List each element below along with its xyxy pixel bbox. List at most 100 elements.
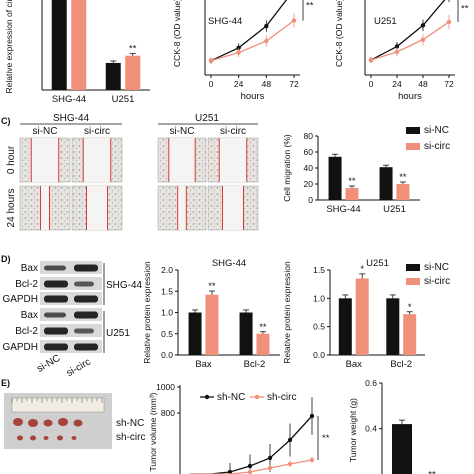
expr-significance-label: ** bbox=[129, 44, 137, 55]
xeno-tumor bbox=[43, 419, 53, 427]
cck_u251-series-line bbox=[370, 21, 450, 61]
prot-legend-swatch bbox=[406, 264, 420, 271]
migration-y-tick-label: 40 bbox=[304, 163, 314, 173]
wb-row-label-bax-2: Bax bbox=[21, 310, 38, 321]
xeno-tumor bbox=[13, 418, 23, 426]
migration-legend-swatch bbox=[406, 127, 420, 134]
cck_u251-x-tick-label: 24 bbox=[392, 79, 402, 89]
migration-legend-swatch bbox=[406, 143, 420, 150]
prot_shg-y-tick-label: 0.5 bbox=[161, 329, 173, 339]
cck_shg-x-tick-label: 72 bbox=[289, 79, 299, 89]
cck_u251-title: U251 bbox=[374, 16, 397, 27]
migration-legend-label: si-circ bbox=[424, 141, 450, 152]
cck_shg-x-tick-label: 24 bbox=[234, 79, 244, 89]
tumor-vol-data-point bbox=[287, 461, 293, 467]
cck_u251-data-point bbox=[368, 57, 374, 63]
wound-gap bbox=[219, 138, 247, 182]
expr-category-label: SHG-44 bbox=[52, 94, 86, 105]
cck_shg-data-point bbox=[236, 45, 241, 50]
wb-band bbox=[44, 280, 68, 288]
cck_shg-x-axis-label: hours bbox=[241, 91, 265, 102]
prot_shg-category-label: Bax bbox=[195, 359, 212, 370]
cck_shg-data-point bbox=[236, 50, 241, 55]
xeno-tumor bbox=[17, 435, 23, 441]
cck_u251-series-line bbox=[370, 0, 446, 61]
cck_shg-data-point bbox=[291, 18, 297, 23]
migration-bar bbox=[328, 156, 342, 200]
prot-legend-label: si-circ bbox=[424, 276, 450, 287]
cck_u251-x-tick-label: 0 bbox=[369, 79, 374, 89]
xeno-ruler bbox=[11, 397, 105, 413]
cck_u251-data-point bbox=[420, 37, 426, 42]
tumor-vol-data-point bbox=[309, 457, 315, 463]
migration-y-tick-label: 80 bbox=[304, 131, 314, 141]
prot_shg-bar bbox=[205, 294, 219, 355]
wound-gap bbox=[83, 138, 111, 182]
wound-lane-label-nc-1: si-NC bbox=[33, 126, 58, 137]
xeno-row-label-sh-circ: sh-circ bbox=[116, 432, 145, 443]
prot_shg-y-axis-label: Relative protein expression bbox=[142, 261, 152, 364]
prot_shg-bar bbox=[239, 312, 253, 355]
xeno-tumor bbox=[58, 418, 68, 426]
panel-e-label: E) bbox=[1, 378, 10, 388]
xeno-tumor bbox=[73, 419, 83, 427]
prot_u251-y-axis-label: Relative protein expression bbox=[282, 261, 292, 364]
migration-category-label: SHG-44 bbox=[326, 204, 360, 215]
migration-bar bbox=[396, 184, 410, 200]
tumor-vol-data-point bbox=[309, 413, 315, 419]
cck_shg-x-tick-label: 48 bbox=[262, 79, 272, 89]
expr-bar bbox=[71, 0, 87, 90]
cck_u251-data-point bbox=[394, 49, 400, 55]
migration-y-axis-label: Cell migration (%) bbox=[282, 134, 292, 202]
expr-y-axis-label: Relative expression of circ_0000285 bbox=[4, 0, 14, 94]
cck_shg-data-point bbox=[264, 23, 269, 29]
wb-lane-label-si-nc: si-NC bbox=[35, 353, 62, 375]
wound-gap bbox=[222, 186, 244, 230]
expr-bar bbox=[125, 55, 141, 90]
prot_u251-y-tick-label: 1.0 bbox=[313, 293, 325, 303]
tumor-wt-significance-label: ** bbox=[428, 469, 436, 474]
prot_u251-bar bbox=[386, 298, 400, 355]
prot_shg-bar bbox=[256, 333, 270, 355]
prot-legend-label: si-NC bbox=[424, 262, 449, 273]
tumor-vol-legend-label: sh-NC bbox=[217, 392, 245, 403]
wound-gap bbox=[31, 138, 59, 182]
prot_shg-category-label: Bcl-2 bbox=[244, 359, 266, 370]
prot_u251-bar bbox=[338, 298, 352, 355]
prot_u251-bar bbox=[355, 278, 369, 355]
cck_shg-significance-label: ** bbox=[306, 0, 314, 11]
prot-legend-swatch bbox=[406, 278, 420, 285]
cck_shg-title: SHG-44 bbox=[208, 16, 242, 27]
prot_shg-y-tick-label: 0.0 bbox=[161, 350, 173, 360]
migration-significance-label: ** bbox=[399, 172, 407, 183]
prot_shg-y-tick-label: 2.0 bbox=[161, 265, 173, 275]
tumor-vol-legend-marker bbox=[254, 394, 260, 400]
cck_u251-y-axis-label: CCK-8 (OD value) bbox=[334, 0, 344, 67]
cck_u251-data-point bbox=[394, 44, 400, 49]
xeno-tumor bbox=[71, 436, 77, 440]
wound-gap bbox=[168, 138, 196, 182]
expr-bar bbox=[51, 0, 67, 90]
tumor-vol-data-point bbox=[287, 437, 293, 443]
cck_shg-x-tick-label: 0 bbox=[209, 79, 214, 89]
tumor-vol-y-tick-label: 800 bbox=[161, 408, 175, 418]
wound-time-label-0h: 0 hour bbox=[6, 145, 17, 174]
prot_u251-significance-label: * bbox=[408, 302, 412, 313]
cck_shg-y-axis-label: CCK-8 (OD value) bbox=[172, 0, 182, 67]
prot_u251-y-tick-label: 0.5 bbox=[313, 322, 325, 332]
wound-lane-label-circ-2: si-circ bbox=[220, 126, 246, 137]
migration-significance-label: ** bbox=[348, 176, 356, 187]
tumor-vol-data-point bbox=[267, 465, 273, 471]
cck_u251-x-tick-label: 48 bbox=[418, 79, 428, 89]
cck_u251-data-point bbox=[420, 23, 426, 28]
tumor-wt-y-tick-label: 0.4 bbox=[365, 424, 377, 434]
tumor-vol-data-point bbox=[267, 455, 273, 461]
migration-bar bbox=[379, 167, 393, 200]
tumor-wt-bar bbox=[392, 424, 412, 474]
wound-gap bbox=[86, 186, 108, 230]
tumor-vol-y-axis-label: Tumor volume (mm³) bbox=[148, 392, 158, 471]
prot_shg-significance-label: ** bbox=[208, 281, 216, 292]
prot_u251-category-label: Bcl-2 bbox=[390, 359, 412, 370]
wb-row-label-bcl2-2: Bcl-2 bbox=[15, 326, 38, 337]
prot_shg-title: SHG-44 bbox=[212, 258, 246, 269]
